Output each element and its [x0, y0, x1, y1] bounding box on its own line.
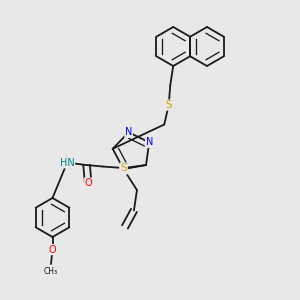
Text: H: H [64, 158, 70, 167]
Text: O: O [84, 178, 92, 188]
Text: CH₃: CH₃ [44, 267, 58, 276]
Text: HN: HN [60, 158, 74, 168]
Text: S: S [120, 163, 127, 173]
Text: S: S [165, 100, 172, 110]
Text: N: N [120, 164, 127, 174]
Text: N: N [63, 158, 71, 168]
Text: N: N [146, 137, 153, 147]
Text: O: O [49, 244, 56, 255]
Text: N: N [125, 127, 132, 137]
